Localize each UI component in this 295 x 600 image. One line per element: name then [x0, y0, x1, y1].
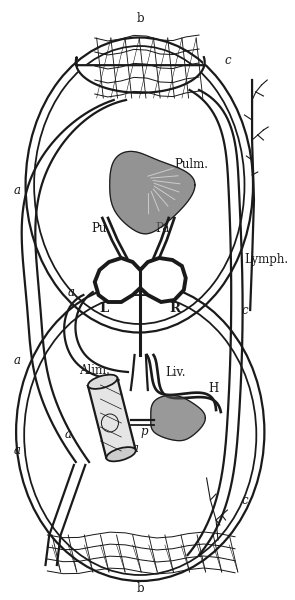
- Text: Lymph.: Lymph.: [245, 253, 289, 266]
- Text: a: a: [14, 443, 21, 457]
- Text: c: c: [241, 304, 248, 317]
- Text: a: a: [132, 442, 139, 455]
- Text: Liv.: Liv.: [165, 365, 186, 379]
- Ellipse shape: [106, 447, 136, 461]
- Text: L: L: [100, 301, 109, 314]
- Text: a: a: [14, 184, 21, 196]
- Polygon shape: [110, 151, 195, 234]
- Text: Pa: Pa: [156, 221, 170, 235]
- Text: H: H: [208, 382, 218, 395]
- Text: c: c: [224, 53, 231, 67]
- Text: b: b: [136, 12, 144, 25]
- Text: Pu.: Pu.: [92, 221, 111, 235]
- Polygon shape: [76, 57, 205, 93]
- Text: c: c: [241, 493, 248, 506]
- Polygon shape: [88, 377, 136, 458]
- Text: p: p: [140, 425, 148, 439]
- Text: Alim.: Alim.: [79, 364, 110, 377]
- Text: b: b: [136, 582, 144, 595]
- Ellipse shape: [88, 374, 117, 389]
- Polygon shape: [95, 258, 186, 302]
- Text: a: a: [68, 286, 75, 298]
- Text: Pulm.: Pulm.: [174, 158, 208, 172]
- Text: R: R: [169, 301, 180, 314]
- Polygon shape: [151, 395, 205, 440]
- Text: a: a: [65, 428, 72, 442]
- Text: a: a: [14, 353, 21, 367]
